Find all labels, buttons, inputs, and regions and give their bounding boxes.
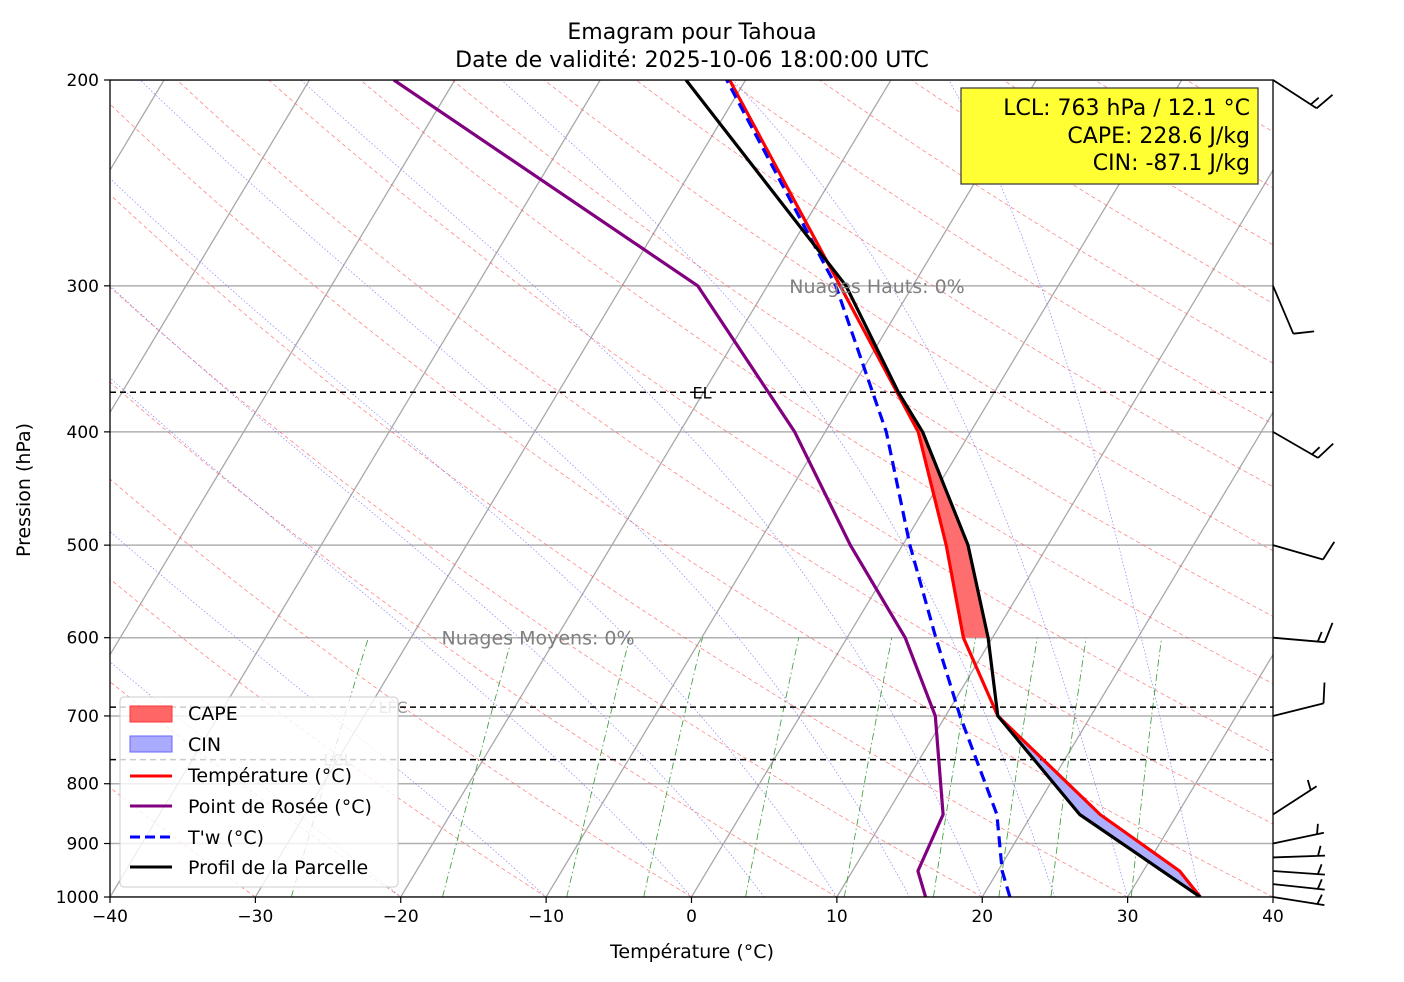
x-tick-label: −40 xyxy=(92,907,128,927)
dry-adiabat-line xyxy=(269,80,1404,897)
isotherm-line xyxy=(1128,80,1404,897)
y-tick-label: 800 xyxy=(67,775,99,795)
x-tick-label: 10 xyxy=(826,907,848,927)
wind-barb xyxy=(1273,80,1333,108)
x-tick-label: 30 xyxy=(1117,907,1139,927)
info-cin: CIN: -87.1 J/kg xyxy=(1093,151,1250,176)
shaded-cape xyxy=(897,392,988,637)
legend-label-cape: CAPE xyxy=(188,703,238,725)
mixing-ratio-line xyxy=(1051,638,1086,897)
y-tick-label: 1000 xyxy=(56,888,99,908)
dry-adiabat-line xyxy=(452,80,1404,897)
x-tick-label: 40 xyxy=(1262,907,1284,927)
shaded-areas xyxy=(897,392,1200,897)
mixing-ratio-line xyxy=(443,638,512,897)
dry-adiabat-line xyxy=(911,80,1404,897)
dry-adiabat-line xyxy=(636,80,1404,897)
wind-barb xyxy=(1273,286,1314,334)
series-lines xyxy=(394,80,1201,897)
y-axis-label: Pression (hPa) xyxy=(13,423,35,557)
moist-adiabat-line xyxy=(501,80,1055,897)
wind-barb xyxy=(1273,542,1334,560)
wind-barb xyxy=(1273,432,1333,458)
moist-adiabat-line xyxy=(301,80,982,897)
x-tick-label: 0 xyxy=(686,907,697,927)
x-tick-label: −20 xyxy=(383,907,419,927)
x-tick-label: −10 xyxy=(528,907,564,927)
legend-label-temperature: Température (°C) xyxy=(187,765,352,787)
x-axis-label: Température (°C) xyxy=(609,941,774,963)
mixing-ratio-line xyxy=(567,638,630,897)
dry-adiabat-line xyxy=(1095,80,1404,897)
y-tick-label: 700 xyxy=(67,707,99,727)
legend-label-parcel: Profil de la Parcelle xyxy=(188,857,368,879)
wind-barb xyxy=(1273,895,1324,906)
y-tick-label: 200 xyxy=(67,71,99,91)
cloud-annotation: Nuages Moyens: 0% xyxy=(441,628,634,650)
wet-bulb-line xyxy=(727,80,1010,897)
y-tick-label: 600 xyxy=(67,629,99,649)
wind-barb xyxy=(1273,864,1325,874)
isotherm-line xyxy=(401,80,891,897)
moist-adiabat-line xyxy=(949,80,1200,897)
dry-adiabat-line xyxy=(1003,80,1404,897)
legend-label-dewpoint: Point de Rosée (°C) xyxy=(188,796,372,818)
x-tick-label: 20 xyxy=(971,907,993,927)
mixing-ratio-line xyxy=(644,638,703,897)
mixing-ratio-line xyxy=(844,638,892,897)
legend-swatch-cin xyxy=(130,736,172,752)
annotations: ELLFCLCLNuages Hauts: 0%Nuages Moyens: 0… xyxy=(324,276,965,770)
dry-adiabat-line xyxy=(728,80,1404,897)
cloud-annotation: Nuages Hauts: 0% xyxy=(789,276,965,298)
info-lcl: LCL: 763 hPa / 12.1 °C xyxy=(1003,96,1250,121)
y-tick-label: 300 xyxy=(67,277,99,297)
level-label-el: EL xyxy=(692,383,711,402)
wind-barbs xyxy=(1273,80,1334,905)
legend-swatch-cape xyxy=(130,706,172,722)
x-tick-label: −30 xyxy=(237,907,273,927)
y-tick-label: 500 xyxy=(67,536,99,556)
temperature-line xyxy=(730,80,1201,897)
dry-adiabat-line xyxy=(361,80,1404,897)
mixing-ratio-line xyxy=(746,638,799,897)
isotherm-line xyxy=(837,80,1327,897)
legend: CAPE CIN Température (°C) Point de Rosée… xyxy=(120,697,398,887)
chart-title: Emagram pour Tahoua xyxy=(567,20,816,45)
dewpoint-line xyxy=(394,80,943,897)
mixing-ratio-line xyxy=(999,638,1037,897)
info-box: LCL: 763 hPa / 12.1 °C CAPE: 228.6 J/kg … xyxy=(961,88,1258,184)
legend-label-tw: T'w (°C) xyxy=(187,827,264,849)
dry-adiabat-line xyxy=(1187,80,1404,897)
chart-subtitle: Date de validité: 2025-10-06 18:00:00 UT… xyxy=(455,48,929,73)
wind-barb xyxy=(1273,780,1317,815)
wind-barb xyxy=(1273,623,1333,642)
wind-barb xyxy=(1273,846,1325,858)
legend-label-cin: CIN xyxy=(188,734,221,756)
y-tick-label: 900 xyxy=(67,835,99,855)
wind-barb xyxy=(1273,824,1324,844)
dry-adiabat-line xyxy=(544,80,1404,897)
wind-barb xyxy=(1273,683,1325,716)
info-cape: CAPE: 228.6 J/kg xyxy=(1067,124,1250,149)
y-tick-label: 400 xyxy=(67,423,99,443)
isotherm-line xyxy=(1273,80,1404,897)
wind-barb xyxy=(1273,879,1325,889)
